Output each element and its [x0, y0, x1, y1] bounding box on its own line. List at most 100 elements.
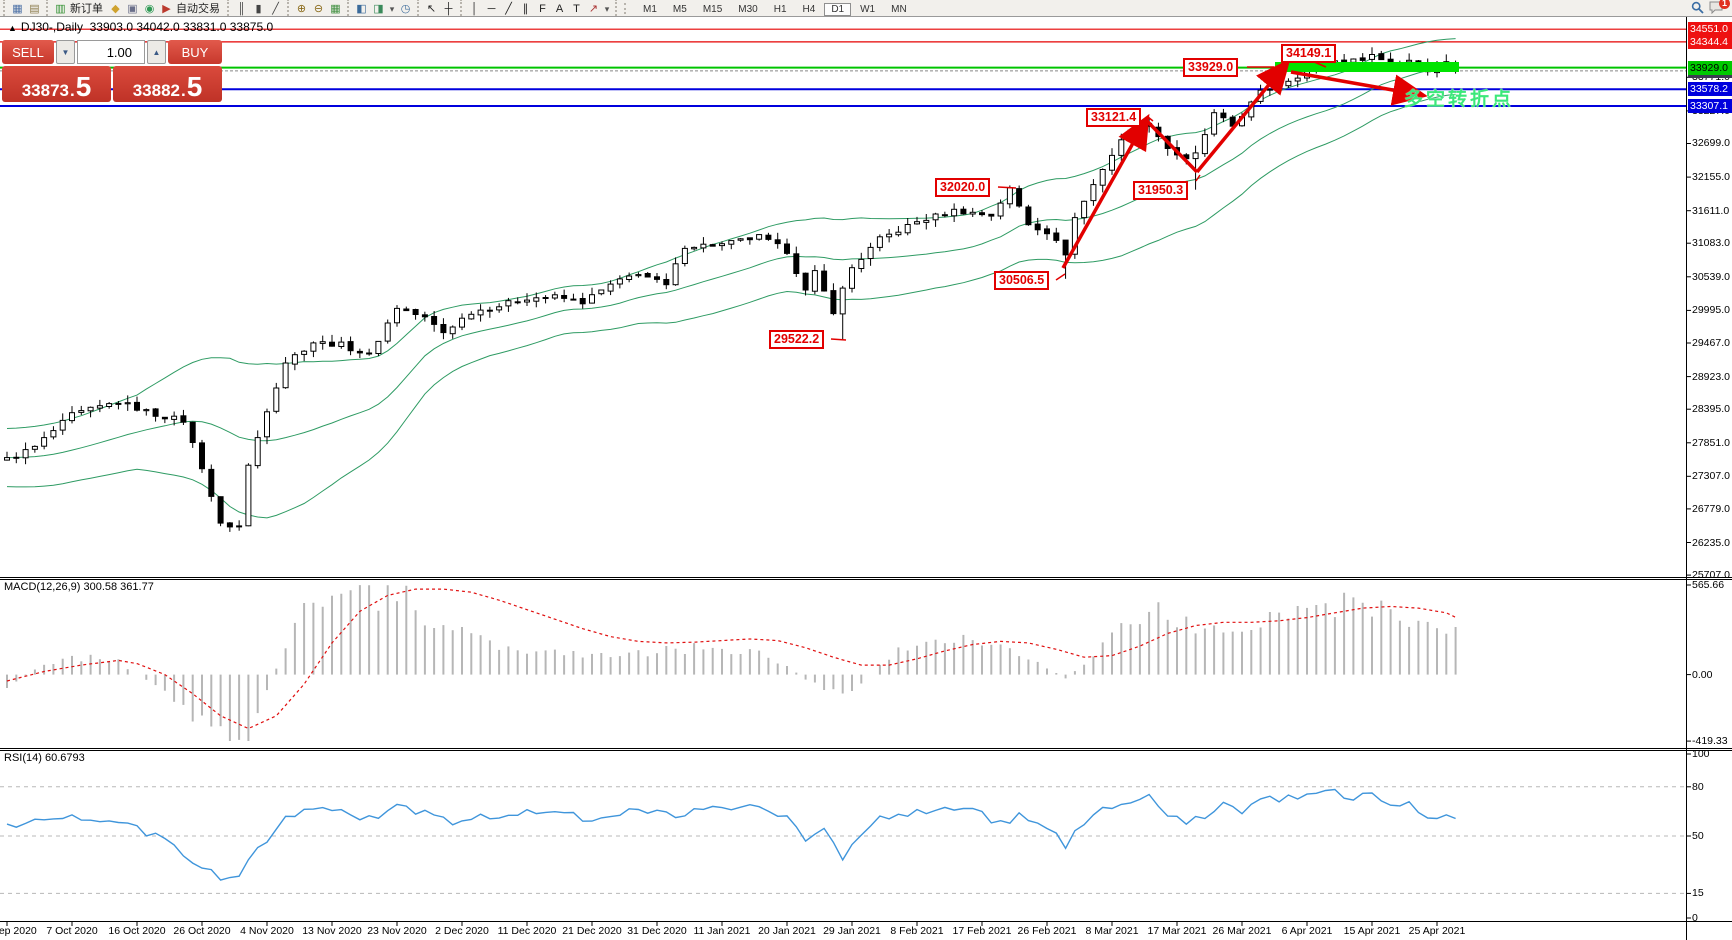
annotation-graphics	[830, 58, 1459, 341]
indicator-add-icon[interactable]: ◨	[373, 3, 384, 15]
price-axis-label: 28923.0	[1692, 370, 1730, 383]
bollinger-bands	[6, 38, 1456, 519]
collapse-triangle-icon[interactable]: ▲	[8, 23, 17, 33]
macd-label: MACD(12,26,9) 300.58 361.77	[4, 581, 154, 593]
highlight-band	[1275, 62, 1459, 72]
price-callout-31950.3[interactable]: 31950.3	[1133, 181, 1189, 200]
tile-windows-icon[interactable]: ▦	[330, 3, 341, 15]
chart-ohlc-values: 33903.0 34042.0 33831.0 33875.0	[89, 20, 274, 34]
buy-button[interactable]: BUY	[168, 40, 222, 64]
arrows-tool-icon[interactable]: ↗	[588, 3, 599, 15]
timeframe-button-M1[interactable]: M1	[643, 4, 657, 15]
date-axis-label: 11 Dec 2020	[497, 925, 557, 937]
price-callout-34149.1[interactable]: 34149.1	[1281, 44, 1337, 63]
new-chart-icon[interactable]: ▦	[12, 3, 23, 15]
toolbar: ▦ ▤ ▥ 新订单 ◆ ▣ ◉ ▶ 自动交易 ║ ▮ ╱ ⊕ ⊖ ▦ ◧ ◨ ▾ ◷ ↖ ┼ │ ─ ╱ ∥ F A T ↗ ▾ M1 M5…	[0, 0, 1732, 17]
rsi-axis-label: 15	[1692, 887, 1704, 900]
date-axis-label: 6 Apr 2021	[1281, 925, 1333, 937]
rsi-label: RSI(14) 60.6793	[4, 752, 85, 764]
macd-axis-label: 0.00	[1692, 668, 1713, 681]
fibonacci-icon[interactable]: F	[539, 3, 546, 15]
zoom-in-icon[interactable]: ⊕	[296, 3, 307, 15]
price-callout-29522.2[interactable]: 29522.2	[769, 330, 825, 349]
timeframe-button-W1[interactable]: W1	[860, 4, 876, 15]
timeframe-button-M15[interactable]: M15	[702, 4, 723, 15]
buy-price[interactable]: 33882 . 5	[113, 66, 222, 102]
bar-chart-icon[interactable]: ║	[237, 3, 246, 15]
sell-price[interactable]: 33873 . 5	[2, 66, 111, 102]
date-axis-label: 20 Jan 2021	[758, 925, 816, 937]
date-axis-label: 15 Apr 2021	[1343, 925, 1401, 937]
price-callout-32020.0[interactable]: 32020.0	[935, 178, 991, 197]
text-label-icon[interactable]: T	[573, 3, 580, 15]
rsi-indicator	[0, 786, 1686, 894]
volume-decrease-button[interactable]: ▼	[56, 40, 75, 64]
volume-increase-button[interactable]: ▲	[147, 40, 166, 64]
toolbar-separator	[46, 0, 48, 16]
rsi-axis-label: 50	[1692, 830, 1704, 842]
price-callout-33929.0[interactable]: 33929.0	[1183, 58, 1239, 77]
signals-icon[interactable]: ◉	[144, 3, 155, 15]
crosshair-icon[interactable]: ┼	[444, 3, 453, 15]
vertical-line-icon[interactable]: │	[471, 3, 478, 15]
timeframe-button-H1[interactable]: H1	[773, 4, 787, 15]
price-axis-label: 26235.0	[1692, 536, 1730, 549]
buy-price-dot: .	[180, 81, 186, 100]
indicator-caret-icon[interactable]: ▾	[389, 4, 395, 14]
price-callout-33121.4[interactable]: 33121.4	[1086, 108, 1142, 127]
price-axis-label: 26779.0	[1692, 502, 1730, 515]
sell-price-dot: .	[69, 81, 75, 100]
horizontal-line-icon[interactable]: ─	[487, 3, 496, 15]
candlestick-chart-icon[interactable]: ▮	[255, 3, 262, 15]
chart-symbol-period: DJ30-,Daily	[20, 20, 83, 34]
timeframe-button-D1[interactable]: D1	[824, 3, 852, 16]
clock-icon[interactable]: ◷	[400, 3, 411, 15]
text-icon[interactable]: A	[555, 3, 564, 15]
timeframe-button-M5[interactable]: M5	[672, 4, 687, 15]
trendline-icon[interactable]: ╱	[505, 3, 512, 15]
arrows-caret-icon[interactable]: ▾	[604, 4, 610, 14]
date-axis-label: 7 Oct 2020	[46, 925, 98, 937]
toolbar-separator	[417, 0, 419, 16]
styles-bucket-icon[interactable]: ◆	[111, 3, 120, 15]
price-level-badge-33307.1: 33307.1	[1688, 98, 1732, 113]
channel-icon[interactable]: ∥	[522, 3, 529, 15]
chart-profile-icon[interactable]: ▤	[29, 3, 40, 15]
volume-input[interactable]: 1.00	[77, 40, 145, 64]
line-chart-icon[interactable]: ╱	[272, 3, 279, 15]
toolbar-icons: ▦ ▤ ▥ 新订单 ◆ ▣ ◉ ▶ 自动交易 ║ ▮ ╱ ⊕ ⊖ ▦ ◧ ◨ ▾ ◷ ↖ ┼ │ ─ ╱ ∥ F A T ↗ ▾	[0, 0, 621, 17]
price-axis-label: 29467.0	[1692, 337, 1730, 349]
rsi-line	[6, 788, 1456, 881]
pane-frames	[0, 17, 1732, 940]
date-axis-label: 26 Feb 2021	[1017, 925, 1077, 937]
zoom-out-icon[interactable]: ⊖	[313, 3, 324, 15]
price-axis-label: 29995.0	[1692, 304, 1730, 317]
macd-indicator	[6, 585, 1457, 741]
terminal-icon[interactable]: ▣	[127, 3, 138, 15]
search-icon[interactable]	[1688, 1, 1706, 14]
timeframe-button-M30[interactable]: M30	[738, 4, 758, 15]
notification-badge: 1	[1719, 0, 1730, 9]
autotrading-label[interactable]: 自动交易	[176, 3, 220, 15]
toolbar-separator	[287, 0, 289, 16]
timeframe-bar: M1 M5 M15 M30 H1 H4 D1 W1 MN	[635, 0, 915, 17]
price-axis-label: 27851.0	[1692, 436, 1730, 449]
cursor-icon[interactable]: ↖	[426, 3, 437, 15]
new-order-icon[interactable]: ▥	[55, 3, 66, 15]
price-axis-label: 28395.0	[1692, 403, 1730, 416]
timeframe-button-H4[interactable]: H4	[802, 4, 816, 15]
indicators-icon[interactable]: ◧	[356, 3, 367, 15]
new-order-label[interactable]: 新订单	[70, 3, 103, 15]
price-level-badge-33578.2: 33578.2	[1688, 82, 1732, 97]
price-callout-30506.5[interactable]: 30506.5	[994, 271, 1050, 290]
date-axis-label: 25 Apr 2021	[1408, 925, 1466, 937]
autotrading-icon[interactable]: ▶	[162, 3, 171, 15]
chat-icon[interactable]: 1	[1706, 0, 1730, 14]
price-axis-label: 31611.0	[1692, 204, 1730, 217]
sell-button[interactable]: SELL	[2, 40, 54, 64]
buy-price-fraction: 5	[186, 71, 203, 103]
timeframe-button-MN[interactable]: MN	[891, 4, 907, 15]
date-axis-label: 8 Feb 2021	[890, 925, 944, 937]
horizontal-level-lines	[0, 28, 1686, 107]
